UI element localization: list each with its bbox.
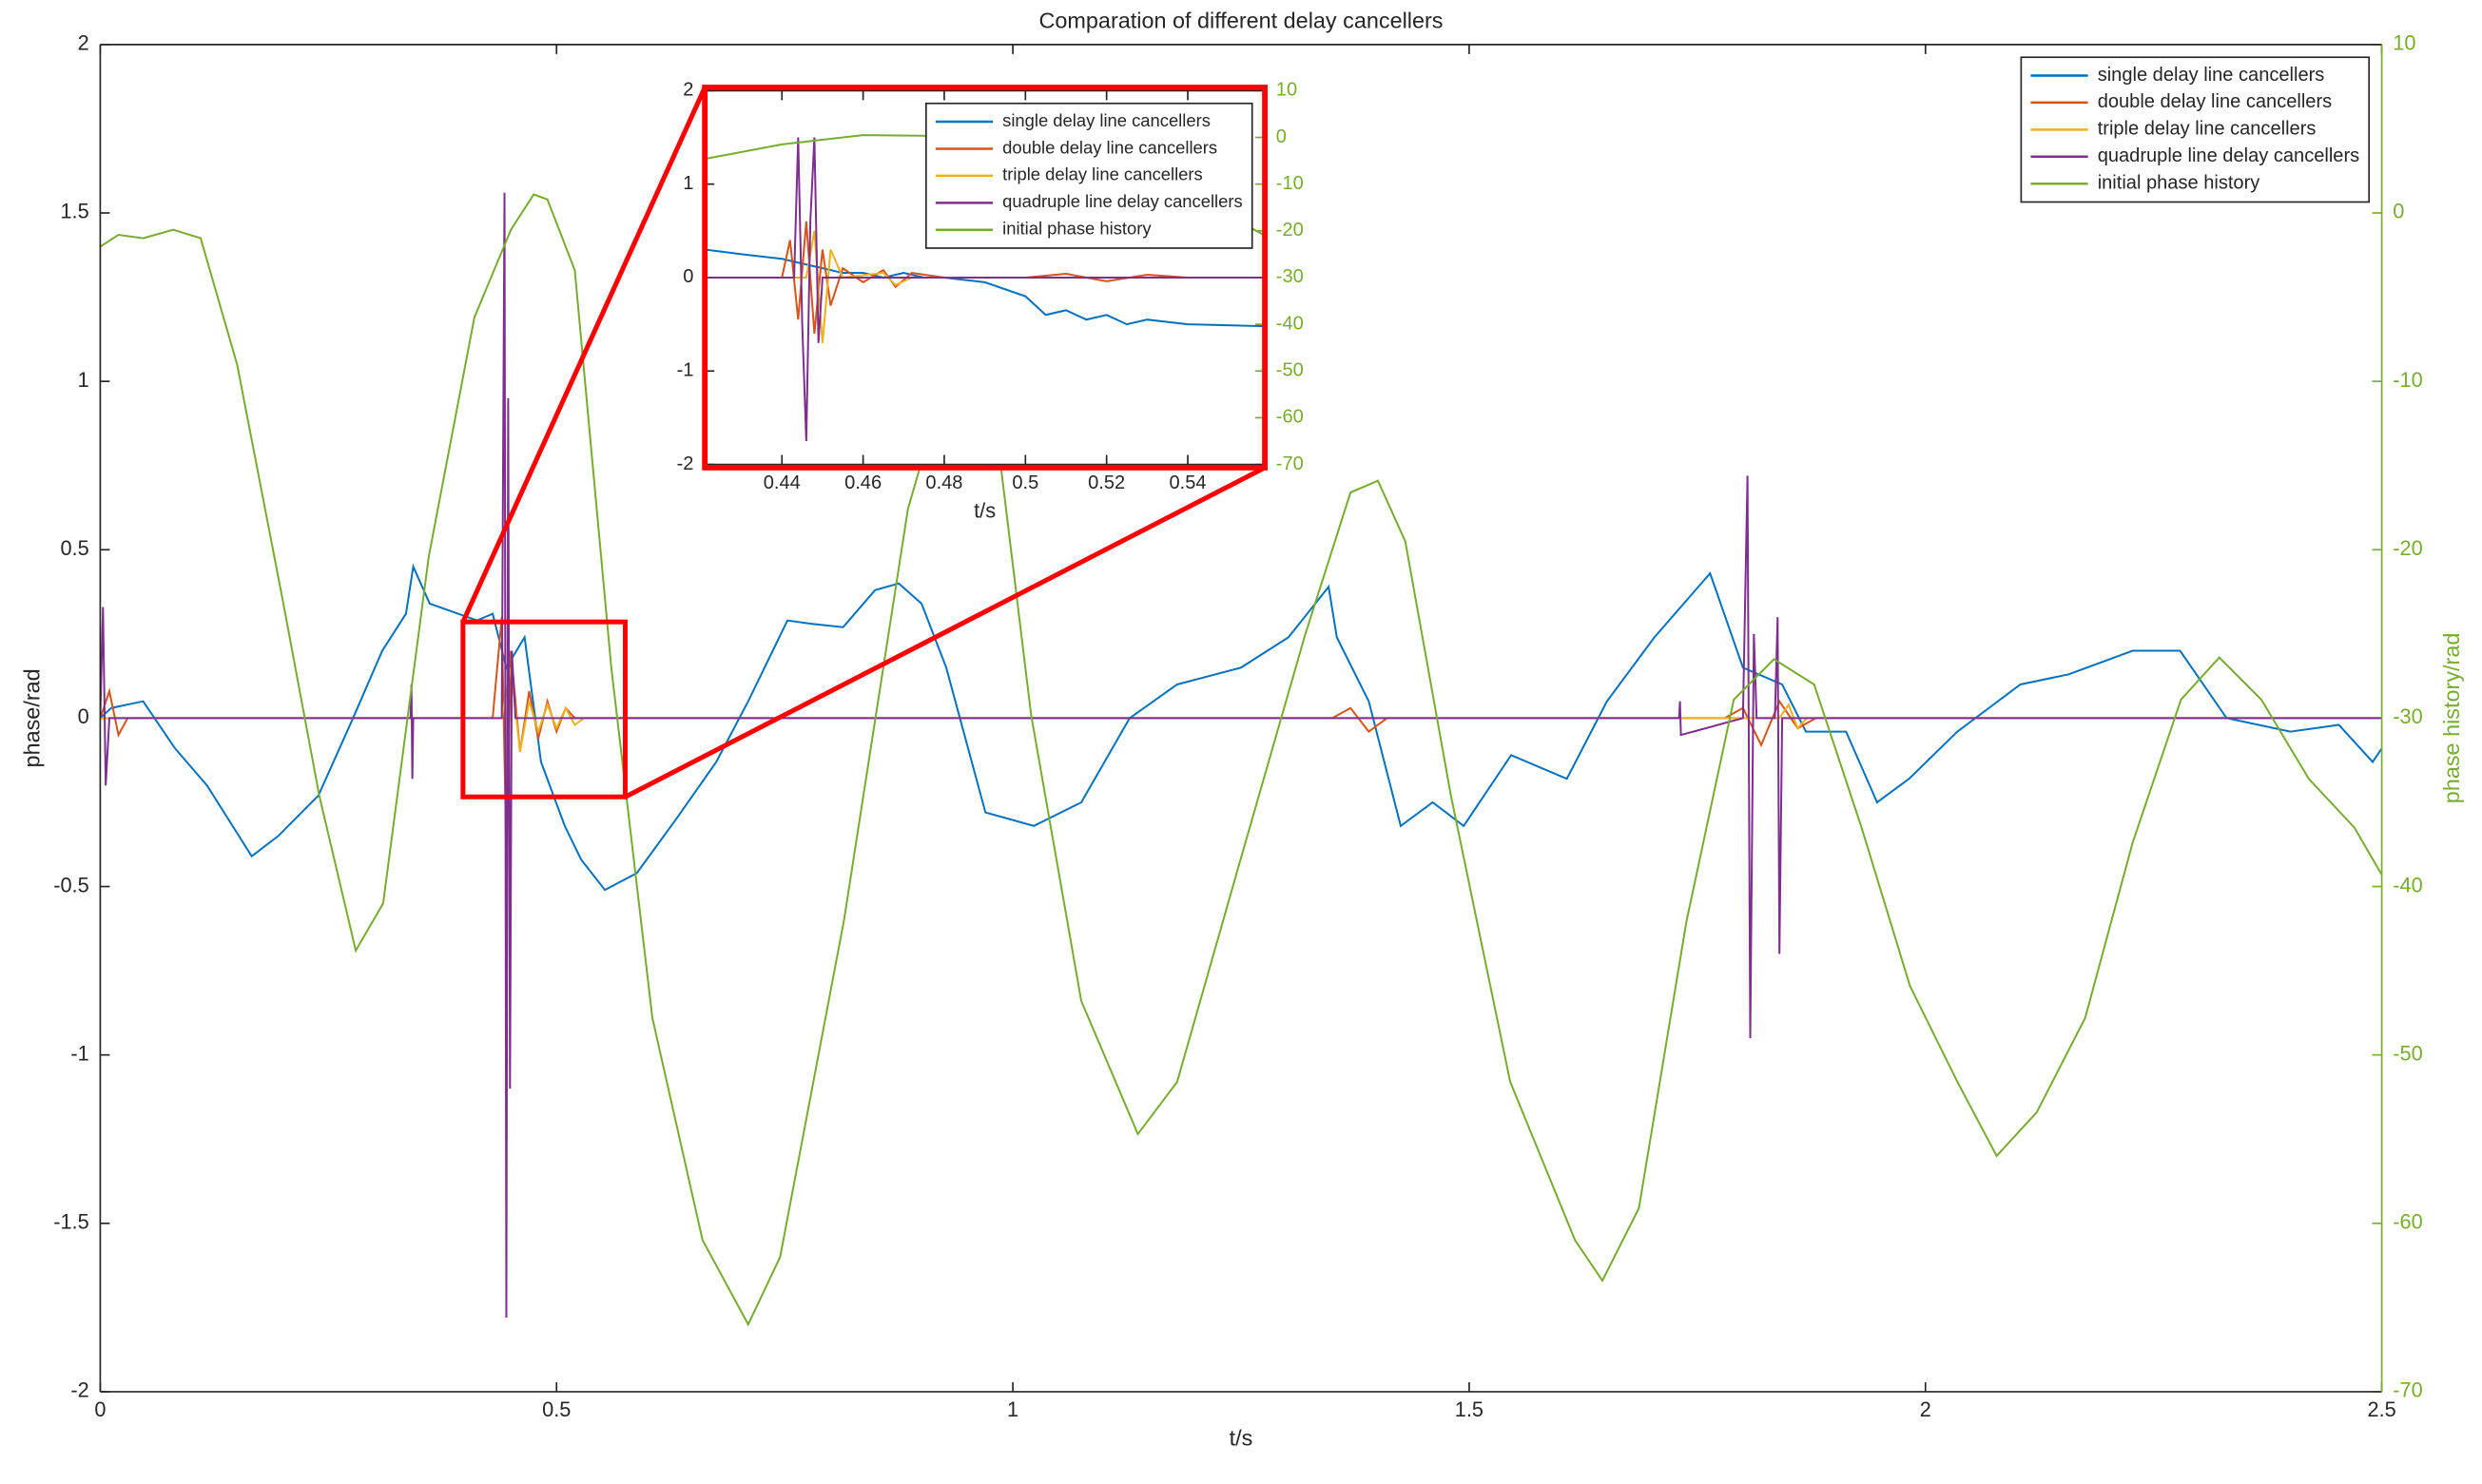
legend: single delay line cancellers double delay… xyxy=(924,102,1253,249)
y2-tick-label: -20 xyxy=(1276,220,1304,241)
x-tick-label: 1.5 xyxy=(1455,1397,1483,1421)
legend-label: initial phase history xyxy=(1002,219,1152,239)
zoom-box xyxy=(460,619,629,800)
data-line xyxy=(705,137,1266,442)
data-line xyxy=(100,563,2382,892)
zoom-indicator xyxy=(460,86,1267,800)
y2-axis-label: phase history/rad xyxy=(2439,633,2464,804)
y2-tick-label: -40 xyxy=(2393,873,2422,896)
legend-label: double delay line cancellers xyxy=(1002,137,1217,157)
x-tick-label: 0.44 xyxy=(764,472,801,493)
legend-label: triple delay line cancellers xyxy=(1002,164,1203,184)
y-tick-label: 1 xyxy=(78,368,89,392)
y-tick-label: -0.5 xyxy=(53,873,88,896)
y2-tick-label: -60 xyxy=(1276,407,1304,428)
y2-tick-label: -50 xyxy=(1276,360,1304,381)
axes-frame xyxy=(99,44,2382,1393)
legend-label: quadruple line delay cancellers xyxy=(2098,145,2359,166)
y-tick-label: 0 xyxy=(683,266,693,287)
inset-frame xyxy=(702,85,1269,471)
y-tick-label: 0.5 xyxy=(60,536,88,560)
legend-label: single delay line cancellers xyxy=(1002,110,1211,130)
y2-tick-label: -10 xyxy=(2393,368,2422,392)
x-axis-label: t/s xyxy=(1230,1425,1253,1450)
y2-tick-label: -70 xyxy=(1276,453,1304,474)
y-tick-label: -2 xyxy=(677,453,694,474)
y2-tick-label: 10 xyxy=(2393,31,2415,55)
y2-tick-label: -60 xyxy=(2393,1210,2422,1234)
inset-chart: 0.44 0.46 0.48 0.5 0.52 0.54-2-1012-70-60-50-… xyxy=(677,80,1304,523)
zoom-connector xyxy=(460,86,708,624)
legend-label: double delay line cancellers xyxy=(2098,91,2332,112)
x-tick-label: 0 xyxy=(94,1397,106,1421)
data-line xyxy=(100,192,2382,1319)
y-tick-label: -1 xyxy=(677,360,694,381)
y-tick-label: 0 xyxy=(78,704,89,728)
y-tick-label: 2 xyxy=(683,80,693,101)
x-tick-label: 0.46 xyxy=(844,472,882,493)
legend: single delay line cancellers double delay… xyxy=(2020,56,2371,203)
x-axis-label: t/s xyxy=(974,498,996,522)
y2-tick-label: -30 xyxy=(1276,266,1304,287)
x-tick-label: 0.5 xyxy=(542,1397,571,1421)
legend-label: quadruple line delay cancellers xyxy=(1002,191,1243,211)
y-axis-label: phase/rad xyxy=(19,668,44,767)
legend-label: initial phase history xyxy=(2098,173,2260,194)
data-line xyxy=(705,221,1266,335)
legend-label: triple delay line cancellers xyxy=(2098,119,2317,140)
y-tick-label: 2 xyxy=(78,31,89,55)
y-tick-label: 1 xyxy=(683,173,693,194)
y2-tick-label: -50 xyxy=(2393,1041,2422,1065)
x-tick-label: 0.52 xyxy=(1088,472,1125,493)
y-tick-label: -1.5 xyxy=(53,1210,88,1234)
x-tick-label: 2.5 xyxy=(2367,1397,2395,1421)
y2-tick-label: -10 xyxy=(1276,173,1304,194)
x-tick-label: 1 xyxy=(1007,1397,1018,1421)
legend-label: single delay line cancellers xyxy=(2098,65,2325,86)
y2-tick-label: 0 xyxy=(1276,126,1287,147)
y2-tick-label: 0 xyxy=(2393,200,2404,223)
x-tick-label: 0.48 xyxy=(925,472,962,493)
y2-tick-label: -20 xyxy=(2393,536,2422,560)
zoom-connector xyxy=(624,465,1267,800)
y2-tick-label: -30 xyxy=(2393,704,2422,728)
y-tick-label: -1 xyxy=(70,1041,88,1065)
data-line xyxy=(100,193,2382,1327)
y2-tick-label: 10 xyxy=(1276,80,1297,101)
y-tick-label: 1.5 xyxy=(60,200,88,223)
chart-title: Comparation of different delay canceller… xyxy=(1038,9,1443,33)
x-tick-label: 0.54 xyxy=(1169,472,1206,493)
x-tick-label: 2 xyxy=(1920,1397,1931,1421)
y2-tick-label: -70 xyxy=(2393,1378,2422,1402)
y2-tick-label: -40 xyxy=(1276,313,1304,334)
x-tick-label: 0.5 xyxy=(1012,472,1038,493)
y-tick-label: -2 xyxy=(70,1378,88,1402)
